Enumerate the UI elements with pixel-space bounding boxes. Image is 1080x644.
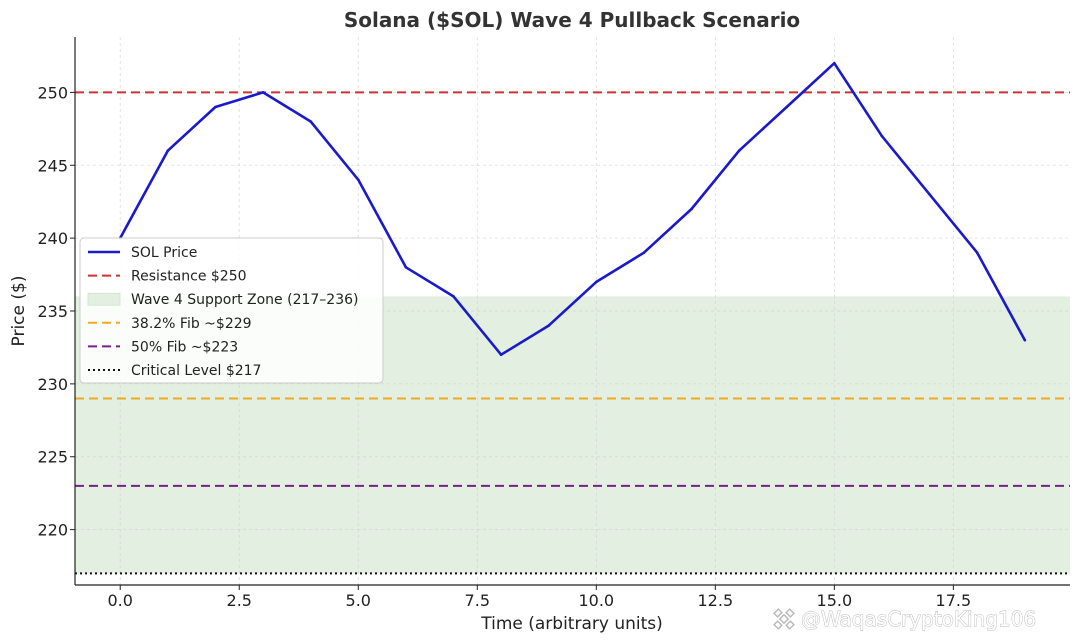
data-point-0-5 [357,178,360,182]
data-point-0-6 [404,266,408,269]
data-point-0-18 [975,251,979,254]
legend-label-5: Critical Level $217 [131,363,261,379]
y-tick-label-5: 245 [37,156,68,175]
legend-box [79,237,384,384]
y-tick-label-2: 230 [37,375,68,394]
legend-label-2: Wave 4 Support Zone (217–236) [131,292,359,308]
binance-logo-icon [773,608,795,630]
data-point-0-16 [880,134,884,138]
data-point-0-10 [595,280,598,284]
y-tick-label-1: 225 [37,448,68,467]
x-axis-ticks: 0.0 2.5 5.0 7.5 10.0 12.5 15.0 17.5 [108,585,972,610]
legend-label-4: 50% Fib ~$223 [131,339,238,355]
y-tick-label-4: 240 [37,229,68,248]
chart-title: Solana ($SOL) Wave 4 Pullback Scenario [344,8,800,32]
data-point-0-4 [309,120,313,123]
data-point-0-7 [452,295,455,298]
x-tick-label-1: 2.5 [227,591,252,610]
data-point-0-17 [928,193,931,196]
x-tick-label-5: 12.5 [698,591,734,610]
data-point-0-2 [214,105,217,109]
y-axis-label: Price ($) [9,276,29,347]
data-point-0-11 [642,251,646,254]
y-tick-label-0: 220 [37,521,68,540]
data-point-0-3 [261,91,265,94]
x-axis-label: Time (arbitrary units) [480,614,663,634]
watermark-text: @WaqasCryptoKing106 [801,607,1036,631]
y-axis-ticks: 220 225 230 235 240 245 250 [37,83,75,540]
y-tick-label-6: 250 [37,83,68,102]
x-tick-label-6: 15.0 [817,591,853,610]
data-point-0-14 [785,105,788,109]
x-tick-label-4: 10.0 [578,591,614,610]
data-point-0-9 [547,324,550,327]
data-point-0-13 [737,149,741,152]
legend: SOL Price Resistance $250 Wave 4 Support Z… [79,237,384,384]
series-line-0 [118,61,1027,357]
x-tick-label-2: 5.0 [346,591,371,610]
legend-label-1: Resistance $250 [131,269,247,285]
legend-swatch-2 [87,292,121,306]
y-tick-label-3: 235 [37,302,68,321]
series-layer [118,61,1027,357]
plot-area [75,37,1070,585]
data-point-0-12 [690,207,693,211]
x-tick-label-7: 17.5 [936,591,972,610]
data-point-0-8 [499,353,503,357]
x-tick-label-0: 0.0 [108,591,133,610]
reference-lines-layer [75,91,1070,575]
data-point-0-1 [166,149,170,152]
watermark: @WaqasCryptoKing106 [773,607,1037,631]
legend-label-0: SOL Price [131,245,197,261]
legend-items: SOL Price Resistance $250 Wave 4 Support Z… [87,245,359,379]
data-point-0-19 [1023,338,1027,342]
data-point-0-15 [833,61,836,65]
x-tick-label-3: 7.5 [465,591,490,610]
legend-label-3: 38.2% Fib ~$229 [131,316,252,332]
